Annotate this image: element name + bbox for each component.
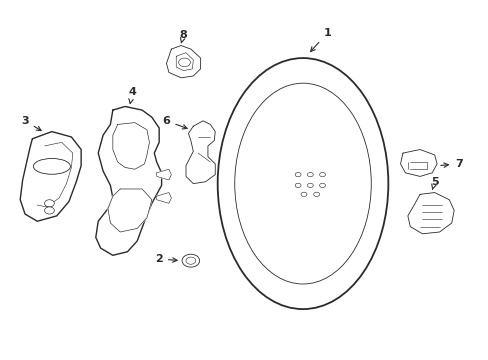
Circle shape — [182, 254, 199, 267]
Polygon shape — [185, 121, 215, 184]
Circle shape — [307, 172, 313, 177]
Circle shape — [313, 192, 319, 197]
Circle shape — [295, 172, 301, 177]
Circle shape — [44, 200, 54, 207]
Polygon shape — [268, 195, 283, 204]
Text: 4: 4 — [128, 87, 136, 104]
Text: 3: 3 — [21, 116, 41, 131]
Text: 2: 2 — [155, 254, 177, 264]
Ellipse shape — [234, 83, 370, 284]
Polygon shape — [341, 195, 356, 204]
Circle shape — [307, 183, 313, 188]
Polygon shape — [157, 193, 171, 203]
Polygon shape — [157, 169, 171, 180]
Circle shape — [319, 183, 325, 188]
Text: 1: 1 — [310, 28, 330, 51]
Polygon shape — [271, 80, 334, 149]
Polygon shape — [108, 189, 152, 232]
Polygon shape — [407, 193, 453, 234]
Circle shape — [178, 58, 190, 67]
Circle shape — [295, 183, 301, 188]
Text: 8: 8 — [179, 30, 187, 43]
Text: 7: 7 — [440, 159, 462, 169]
Circle shape — [44, 207, 54, 214]
Polygon shape — [289, 168, 330, 195]
Circle shape — [301, 192, 306, 197]
Text: 6: 6 — [162, 116, 187, 129]
Polygon shape — [400, 149, 436, 176]
Polygon shape — [113, 123, 149, 169]
Polygon shape — [20, 132, 81, 221]
Polygon shape — [346, 177, 361, 186]
Ellipse shape — [217, 58, 387, 309]
Polygon shape — [264, 177, 278, 186]
Text: 5: 5 — [430, 177, 438, 190]
Polygon shape — [259, 142, 348, 220]
Polygon shape — [96, 107, 161, 255]
Polygon shape — [166, 45, 200, 78]
Circle shape — [319, 172, 325, 177]
